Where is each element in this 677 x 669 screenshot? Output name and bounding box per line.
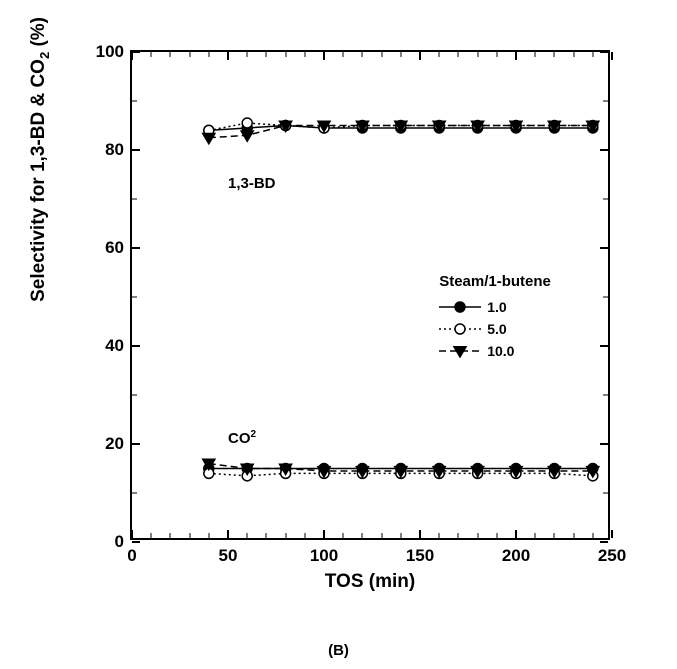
annotation-co2-pre: CO — [228, 430, 251, 447]
y-axis-label: Selectivity for 1,3-BD & CO2 (%) — [28, 17, 52, 302]
legend: Steam/1-butene 1.0 5.0 10.0 — [439, 273, 551, 362]
plot-area: 1,3-BD CO2 Steam/1-butene 1.05.010.0 TOS… — [130, 50, 610, 540]
x-tick-label: 0 — [127, 546, 136, 566]
legend-label: 5.0 — [487, 321, 506, 337]
y-tick-label: 60 — [105, 238, 124, 258]
legend-row: 5.0 — [439, 318, 551, 340]
legend-label: 1.0 — [487, 299, 506, 315]
subplot-label: (B) — [328, 642, 349, 659]
ylabel-post: (%) — [28, 17, 49, 52]
y-tick-label: 40 — [105, 336, 124, 356]
legend-label: 10.0 — [487, 343, 514, 359]
chart-container: 1,3-BD CO2 Steam/1-butene 1.0 5.0 10.0 TOS… — [50, 30, 640, 610]
x-tick-label: 150 — [406, 546, 434, 566]
ylabel-sub: 2 — [37, 52, 52, 59]
y-tick-label: 80 — [105, 140, 124, 160]
annotation-co2: CO2 — [228, 429, 256, 447]
annotation-co2-sup: 2 — [251, 429, 257, 440]
x-axis-label: TOS (min) — [325, 571, 415, 593]
x-tick-label: 250 — [598, 546, 626, 566]
y-tick-label: 20 — [105, 434, 124, 454]
legend-row: 1.0 — [439, 296, 551, 318]
x-tick-label: 100 — [310, 546, 338, 566]
y-tick-label: 0 — [115, 532, 124, 552]
legend-items: 1.0 5.0 10.0 — [439, 296, 551, 362]
annotation-bd: 1,3-BD — [228, 175, 276, 192]
ylabel-pre: Selectivity for 1,3-BD & CO — [28, 59, 49, 302]
x-tick-label: 200 — [502, 546, 530, 566]
legend-title: Steam/1-butene — [439, 273, 551, 290]
x-tick-label: 50 — [219, 546, 238, 566]
legend-row: 10.0 — [439, 340, 551, 362]
y-tick-label: 100 — [96, 42, 124, 62]
